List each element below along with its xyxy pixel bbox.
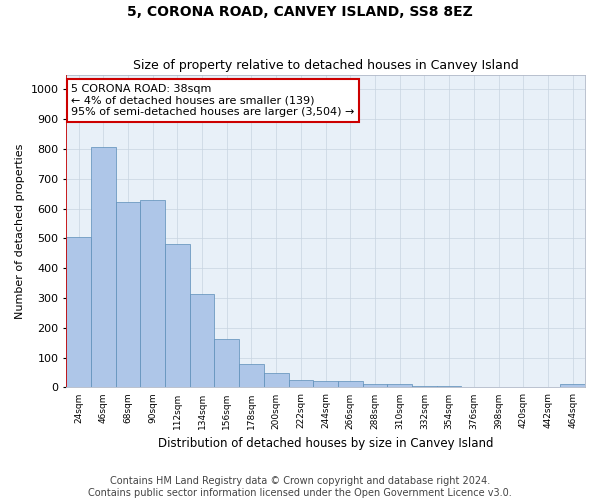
Bar — [91, 146, 116, 388]
Bar — [190, 294, 214, 388]
Title: Size of property relative to detached houses in Canvey Island: Size of property relative to detached ho… — [133, 59, 518, 72]
Bar — [116, 202, 140, 388]
Bar — [486, 386, 511, 388]
Bar — [289, 380, 313, 388]
Bar — [511, 387, 536, 388]
Text: 5, CORONA ROAD, CANVEY ISLAND, SS8 8EZ: 5, CORONA ROAD, CANVEY ISLAND, SS8 8EZ — [127, 5, 473, 19]
Bar — [536, 387, 560, 388]
Bar — [362, 384, 388, 388]
Y-axis label: Number of detached properties: Number of detached properties — [15, 144, 25, 318]
Bar — [338, 381, 362, 388]
Bar — [264, 373, 289, 388]
Text: 5 CORONA ROAD: 38sqm
← 4% of detached houses are smaller (139)
95% of semi-detac: 5 CORONA ROAD: 38sqm ← 4% of detached ho… — [71, 84, 355, 117]
Bar — [239, 364, 264, 388]
Bar — [214, 339, 239, 388]
Bar — [140, 200, 165, 388]
Bar — [437, 386, 461, 388]
Bar — [560, 384, 585, 388]
Bar — [388, 384, 412, 388]
X-axis label: Distribution of detached houses by size in Canvey Island: Distribution of detached houses by size … — [158, 437, 493, 450]
Bar — [412, 386, 437, 388]
Bar — [165, 244, 190, 388]
Bar — [66, 237, 91, 388]
Bar — [313, 381, 338, 388]
Bar — [461, 386, 486, 388]
Text: Contains HM Land Registry data © Crown copyright and database right 2024.
Contai: Contains HM Land Registry data © Crown c… — [88, 476, 512, 498]
